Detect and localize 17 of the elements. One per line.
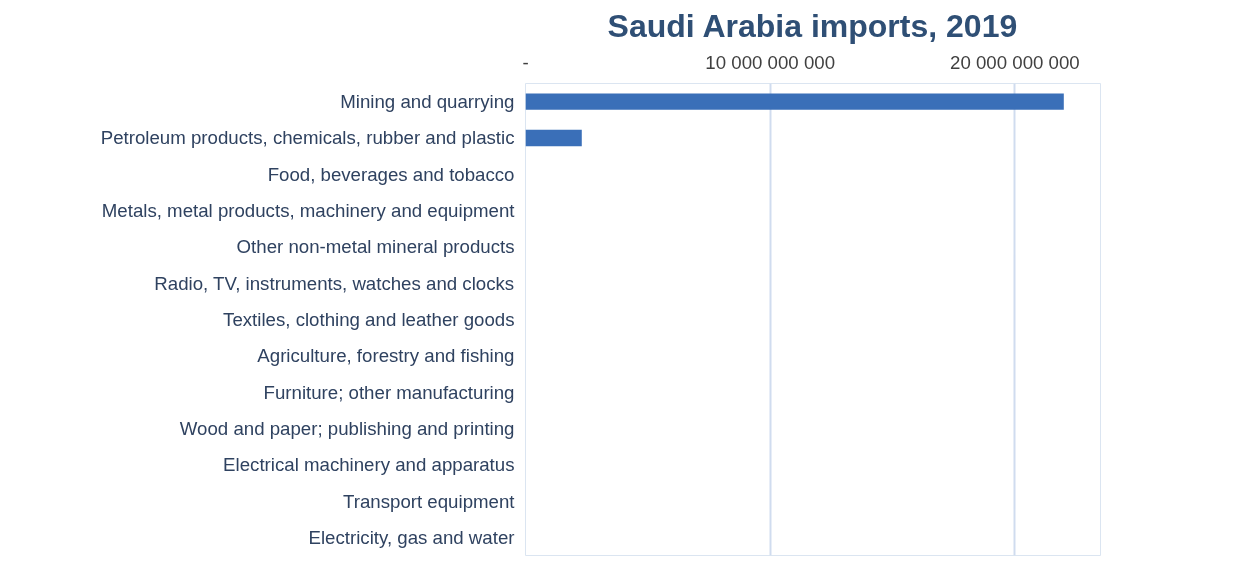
y-tick-label: Electrical machinery and apparatus bbox=[223, 454, 515, 476]
y-tick-label: Agriculture, forestry and fishing bbox=[257, 345, 515, 367]
chart-title: Saudi Arabia imports, 2019 bbox=[607, 7, 1018, 44]
y-tick-label: Wood and paper; publishing and printing bbox=[179, 417, 515, 439]
y-tick-label: Transport equipment bbox=[343, 490, 516, 512]
y-tick-label: Metals, metal products, machinery and equipment bbox=[101, 200, 516, 222]
y-tick-label: Furniture; other manufacturing bbox=[263, 381, 515, 403]
x-tick-label: 20 000 000 000 bbox=[950, 51, 1080, 73]
y-tick-label: Petroleum products, chemicals, rubber and plastic bbox=[100, 127, 515, 149]
y-tick-label: Electricity, gas and water bbox=[308, 526, 515, 548]
y-tick-label: Food, beverages and tobacco bbox=[267, 163, 515, 185]
y-tick-label: Radio, TV, instruments, watches and clocks bbox=[154, 272, 515, 294]
x-tick-label: - bbox=[522, 51, 529, 73]
y-tick-label: Other non-metal mineral products bbox=[236, 236, 515, 258]
x-tick-label: 10 000 000 000 bbox=[705, 51, 836, 73]
y-tick-label: Mining and quarrying bbox=[340, 91, 515, 113]
y-tick-label: Textiles, clothing and leather goods bbox=[223, 309, 515, 330]
